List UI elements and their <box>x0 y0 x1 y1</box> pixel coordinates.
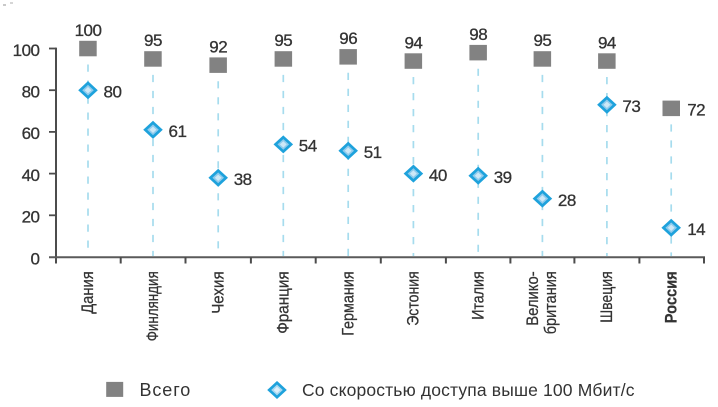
svg-text:14: 14 <box>687 220 705 239</box>
svg-text:Россия: Россия <box>662 271 680 323</box>
svg-text:Швеция: Швеция <box>598 271 616 323</box>
svg-text:британия: британия <box>542 271 560 334</box>
svg-text:100: 100 <box>75 21 102 40</box>
svg-text:51: 51 <box>364 143 382 162</box>
svg-text:Эстония: Эстония <box>405 271 423 326</box>
svg-text:72: 72 <box>687 100 705 119</box>
svg-text:92: 92 <box>209 37 227 56</box>
svg-text:Со скоростью доступа выше 100: Со скоростью доступа выше 100 Мбит/с <box>302 380 635 400</box>
svg-text:Всего: Всего <box>140 380 192 400</box>
svg-text:73: 73 <box>622 97 640 116</box>
svg-text:61: 61 <box>169 122 187 141</box>
svg-text:94: 94 <box>404 33 422 52</box>
svg-text:39: 39 <box>494 168 512 187</box>
svg-text:100: 100 <box>13 41 40 60</box>
svg-text:95: 95 <box>533 31 551 50</box>
svg-text:Финляндия: Финляндия <box>144 271 162 341</box>
svg-text:60: 60 <box>22 124 40 143</box>
svg-text:80: 80 <box>104 83 122 102</box>
svg-text:Германия: Германия <box>339 271 357 336</box>
svg-text:40: 40 <box>429 166 447 185</box>
svg-text:38: 38 <box>234 170 252 189</box>
svg-text:Дания: Дания <box>79 271 97 314</box>
svg-text:Чехия: Чехия <box>209 271 227 314</box>
svg-text:94: 94 <box>598 33 616 52</box>
svg-text:20: 20 <box>22 208 40 227</box>
svg-text:Велико-: Велико- <box>524 271 542 326</box>
svg-text:95: 95 <box>144 31 162 50</box>
svg-text:98: 98 <box>469 25 487 44</box>
svg-text:96: 96 <box>339 29 357 48</box>
svg-text:95: 95 <box>274 31 292 50</box>
svg-text:80: 80 <box>22 83 40 102</box>
svg-text:40: 40 <box>22 166 40 185</box>
svg-text:Италия: Италия <box>469 271 487 320</box>
svg-text:54: 54 <box>299 137 317 156</box>
svg-text:28: 28 <box>558 191 576 210</box>
svg-text:Франция: Франция <box>275 271 293 334</box>
svg-text:0: 0 <box>31 249 40 268</box>
